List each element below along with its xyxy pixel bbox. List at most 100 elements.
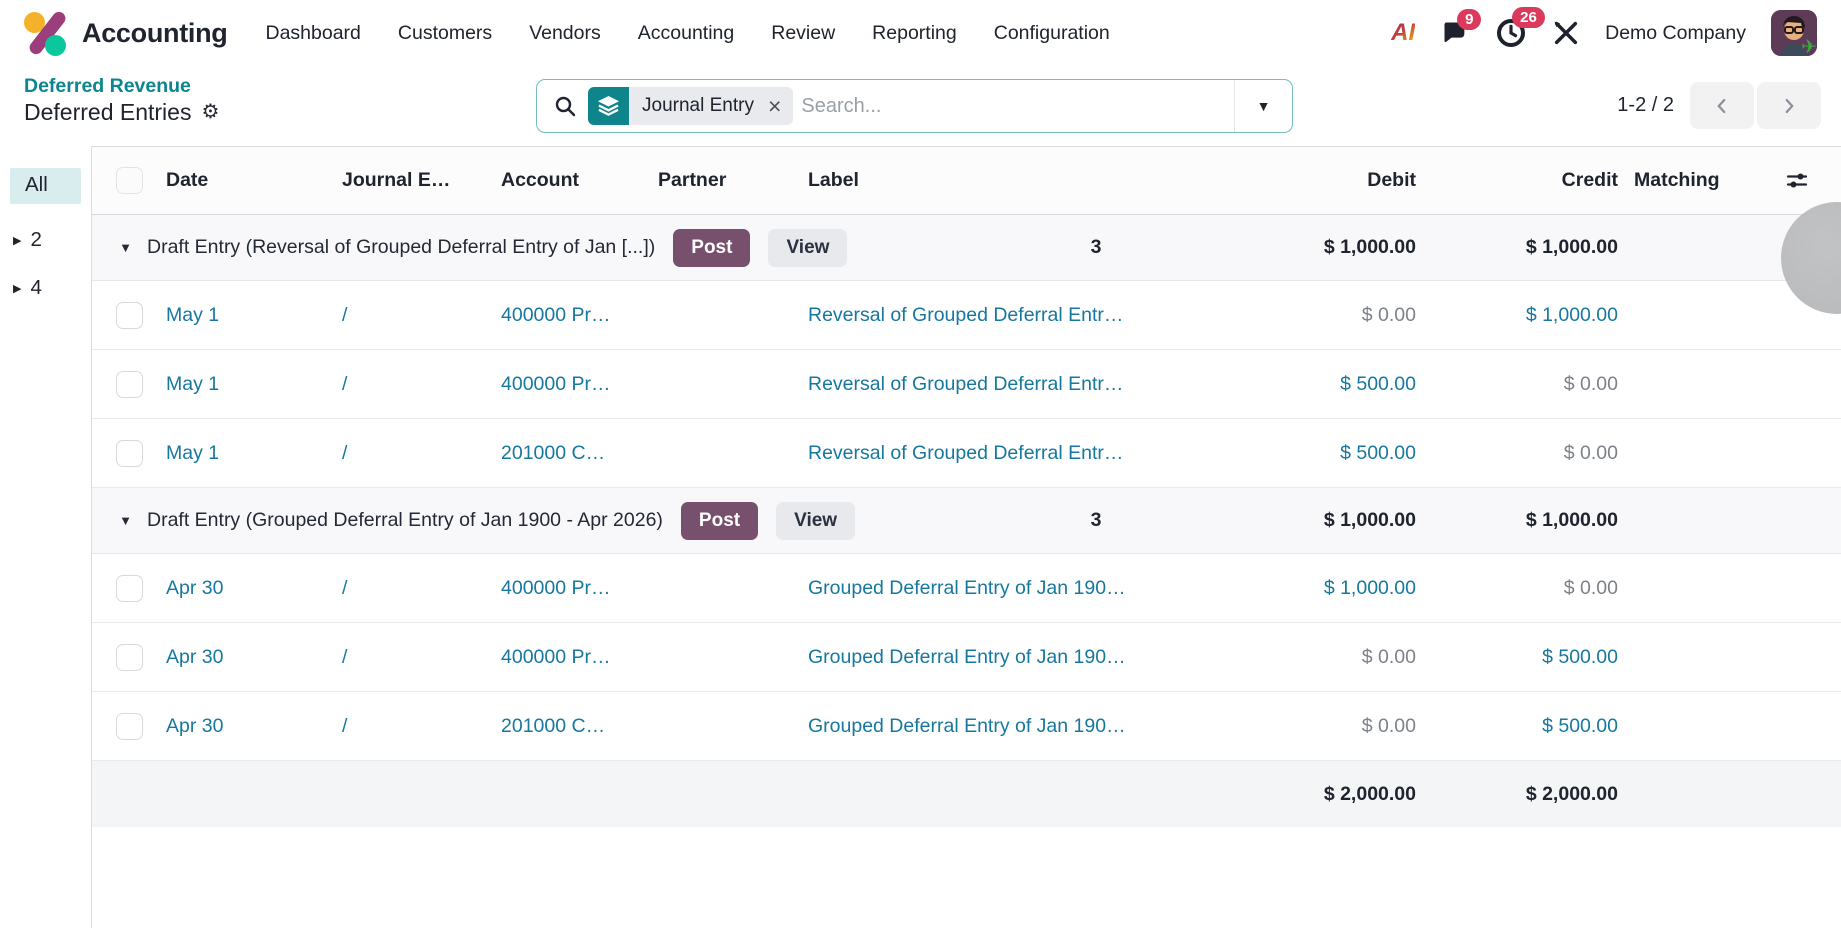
post-button[interactable]: Post [680,501,759,540]
menu-accounting[interactable]: Accounting [637,21,735,44]
menu-vendors[interactable]: Vendors [529,21,601,44]
chevron-left-icon [1717,98,1726,113]
collapse-caret-icon[interactable]: ▼ [119,513,132,528]
cell-label[interactable]: Grouped Deferral Entry of Jan 190… [808,576,1126,599]
cell-label[interactable]: Reversal of Grouped Deferral Entr… [808,441,1124,464]
pager-previous-button[interactable] [1690,82,1754,129]
column-header-account[interactable]: Account [501,169,579,191]
group-credit: $ 1,000.00 [1525,509,1618,531]
menu-customers[interactable]: Customers [397,21,493,44]
pager-range[interactable]: 1-2 / 2 [1617,94,1674,116]
menu-review[interactable]: Review [771,21,836,44]
app-brand[interactable]: Accounting [24,9,228,57]
sidebar-item-all[interactable]: All [10,168,81,204]
cell-debit[interactable]: $ 1,000.00 [1323,576,1416,599]
control-panel: Deferred Revenue Deferred Entries ⚙ Jour… [0,66,1841,146]
column-header-journal[interactable]: Journal E… [342,169,451,191]
cell-date[interactable]: Apr 30 [166,576,224,599]
cell-date[interactable]: Apr 30 [166,714,224,737]
cell-journal[interactable]: / [342,372,348,395]
company-switcher[interactable]: Demo Company [1605,21,1746,44]
app-name[interactable]: Accounting [82,17,228,48]
row-checkbox[interactable] [115,370,143,398]
table-row[interactable]: May 1 / 201000 C… Reversal of Grouped De… [92,419,1841,488]
group-row[interactable]: ▼ Draft Entry (Grouped Deferral Entry of… [92,488,1841,554]
menu-reporting[interactable]: Reporting [872,21,957,44]
cell-journal[interactable]: / [342,441,348,464]
table-row[interactable]: May 1 / 400000 Pr… Reversal of Grouped D… [92,350,1841,419]
sidebar-item-group-4[interactable]: ▶ 4 [13,276,42,299]
cell-account[interactable]: 400000 Pr… [501,372,611,395]
column-header-debit[interactable]: Debit [1367,169,1416,191]
cell-date[interactable]: Apr 30 [166,645,224,668]
cell-account[interactable]: 400000 Pr… [501,645,611,668]
column-header-credit[interactable]: Credit [1561,169,1618,191]
column-header-matching[interactable]: Matching [1634,169,1720,191]
cell-label[interactable]: Reversal of Grouped Deferral Entr… [808,372,1124,395]
sidebar-item-group-2[interactable]: ▶ 2 [13,228,42,251]
view-button[interactable]: View [776,501,856,540]
cell-label[interactable]: Reversal of Grouped Deferral Entr… [808,303,1124,326]
optional-columns-icon[interactable] [1752,169,1841,193]
row-checkbox[interactable] [115,574,143,602]
cell-account[interactable]: 400000 Pr… [501,303,611,326]
table-row[interactable]: Apr 30 / 400000 Pr… Grouped Deferral Ent… [92,554,1841,623]
list-view: Date Journal E… Account Partner Label De… [92,146,1841,928]
cell-debit[interactable]: $ 500.00 [1340,372,1416,395]
group-title[interactable]: Draft Entry (Grouped Deferral Entry of J… [147,509,663,531]
row-checkbox[interactable] [115,439,143,467]
user-avatar[interactable]: ✈ [1771,10,1817,56]
select-all-checkbox[interactable] [115,167,143,194]
main-menu: Dashboard Customers Vendors Accounting R… [266,22,1110,45]
activities-clock-icon[interactable]: 26 [1495,7,1545,49]
tools-icon[interactable] [1552,19,1580,47]
group-row[interactable]: ▼ Draft Entry (Reversal of Grouped Defer… [92,215,1841,281]
cell-date[interactable]: May 1 [166,303,220,326]
activities-badge: 26 [1512,7,1545,28]
collapse-caret-icon[interactable]: ▼ [119,240,132,255]
cell-journal[interactable]: / [342,645,348,668]
expand-arrow-icon[interactable]: ▶ [13,282,22,295]
cell-credit[interactable]: $ 500.00 [1542,714,1618,737]
pager-next-button[interactable] [1757,82,1821,129]
search-facet-journal-entry[interactable]: Journal Entry × [588,87,794,125]
ai-icon[interactable]: AI [1391,19,1416,46]
search-icon [553,94,577,118]
expand-arrow-icon[interactable]: ▶ [13,234,22,247]
column-header-date[interactable]: Date [166,169,209,191]
top-navbar: Accounting Dashboard Customers Vendors A… [0,0,1841,66]
search-input[interactable] [801,94,1234,118]
menu-dashboard[interactable]: Dashboard [265,21,361,44]
cell-date[interactable]: May 1 [166,372,220,395]
group-title[interactable]: Draft Entry (Reversal of Grouped Deferra… [147,236,656,258]
menu-configuration[interactable]: Configuration [993,21,1110,44]
systray: AI 9 26 Demo Company ✈ [1391,7,1817,56]
cell-account[interactable]: 400000 Pr… [501,576,611,599]
table-row[interactable]: May 1 / 400000 Pr… Reversal of Grouped D… [92,281,1841,350]
cell-label[interactable]: Grouped Deferral Entry of Jan 190… [808,714,1126,737]
action-gear-icon[interactable]: ⚙ [201,101,220,124]
row-checkbox[interactable] [115,643,143,671]
cell-debit[interactable]: $ 500.00 [1340,441,1416,464]
facet-remove-icon[interactable]: × [759,87,794,125]
search-options-toggle[interactable]: ▼ [1234,80,1292,132]
cell-journal[interactable]: / [342,303,348,326]
column-header-label[interactable]: Label [808,169,859,191]
cell-credit[interactable]: $ 500.00 [1542,645,1618,668]
view-button[interactable]: View [768,228,848,267]
row-checkbox[interactable] [115,301,143,329]
breadcrumb-deferred-revenue[interactable]: Deferred Revenue [24,75,191,97]
cell-credit[interactable]: $ 1,000.00 [1525,303,1618,326]
table-row[interactable]: Apr 30 / 201000 C… Grouped Deferral Entr… [92,692,1841,761]
cell-label[interactable]: Grouped Deferral Entry of Jan 190… [808,645,1126,668]
column-header-partner[interactable]: Partner [658,169,727,191]
cell-journal[interactable]: / [342,576,348,599]
post-button[interactable]: Post [673,228,751,267]
cell-account[interactable]: 201000 C… [501,441,606,464]
row-checkbox[interactable] [115,712,143,740]
messages-icon[interactable]: 9 [1440,9,1482,47]
table-row[interactable]: Apr 30 / 400000 Pr… Grouped Deferral Ent… [92,623,1841,692]
cell-account[interactable]: 201000 C… [501,714,606,737]
cell-date[interactable]: May 1 [166,441,220,464]
cell-journal[interactable]: / [342,714,348,737]
